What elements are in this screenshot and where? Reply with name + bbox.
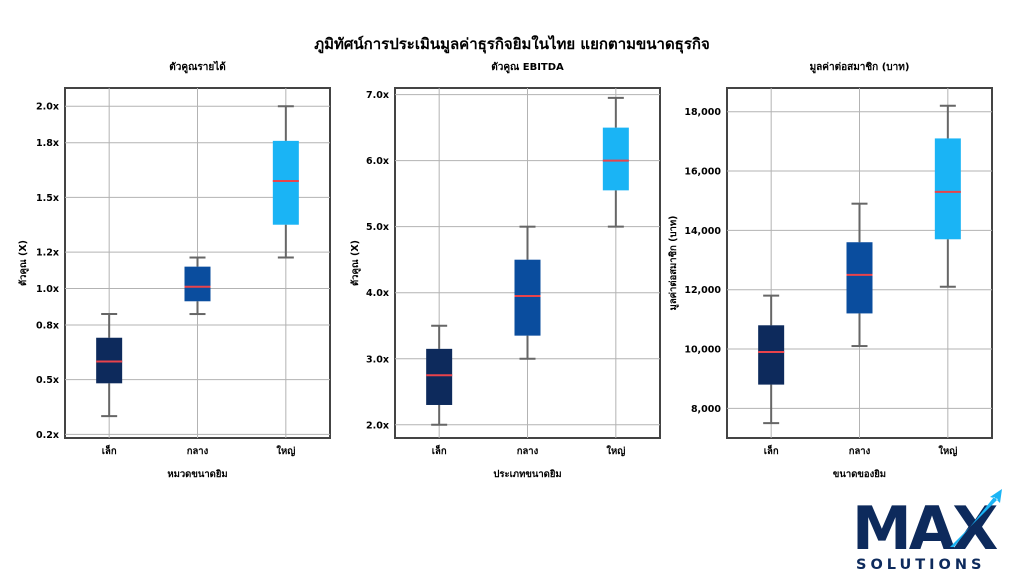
box-iqr xyxy=(846,242,873,314)
box-iqr xyxy=(758,325,785,385)
box-iqr xyxy=(514,259,541,336)
y-tick-label: 12,000 xyxy=(684,285,721,296)
x-tick-label: เล็ก xyxy=(764,444,779,457)
box-กลาง xyxy=(846,202,873,348)
x-tick-label: กลาง xyxy=(187,446,209,457)
y-axis-label: มูลค่าต่อสมาชิก (บาท) xyxy=(668,216,680,311)
y-tick-label: 0.5x xyxy=(36,375,59,386)
y-tick-label: 0.2x xyxy=(36,430,59,441)
y-tick-label: 18,000 xyxy=(684,107,721,118)
x-tick-label: กลาง xyxy=(849,446,871,457)
chart-title: มูลค่าต่อสมาชิก (บาท) xyxy=(810,61,910,74)
x-tick-label: เล็ก xyxy=(102,444,117,457)
x-tick-label: กลาง xyxy=(517,446,539,457)
chart-panel-1: 0.2x 0.5x 0.8x 1.0x 1.2x 1.5x 1.8x 2.0x เล็ก กลาง… xyxy=(18,60,331,480)
chart-title: ตัวคูณรายได้ xyxy=(169,60,225,74)
y-tick-label: 16,000 xyxy=(684,167,721,178)
y-tick-label: 1.8x xyxy=(36,138,59,149)
box-ใหญ่ xyxy=(934,104,961,288)
y-tick-label: 2.0x xyxy=(366,420,389,431)
y-tick-label: 10,000 xyxy=(684,345,721,356)
y-tick-label: 1.2x xyxy=(36,248,59,259)
logo-word: MAX xyxy=(852,494,998,564)
y-tick-label: 2.0x xyxy=(36,102,59,113)
y-axis-label: ตัวคูณ (X) xyxy=(350,240,362,286)
x-tick-label: ใหญ่ xyxy=(938,445,957,457)
x-axis-label: ประเภทขนาดยิม xyxy=(493,468,561,480)
x-axis-label: ขนาดของยิม xyxy=(833,469,886,480)
box-iqr xyxy=(272,140,299,225)
logo-arrow-icon xyxy=(950,489,1002,547)
y-tick-label: 5.0x xyxy=(366,222,389,233)
chart-panel-2: 2.0x 3.0x 4.0x 5.0x 6.0x 7.0x เล็ก กลาง ใหญ่ ตัวค… xyxy=(350,61,661,480)
y-tick-label: 7.0x xyxy=(366,90,389,101)
y-tick-label: 3.0x xyxy=(366,354,389,365)
box-กลาง xyxy=(184,256,211,316)
y-tick-label: 4.0x xyxy=(366,288,389,299)
chart-panel-3: 8,000 10,000 12,000 14,000 16,000 18,000 เล็ก ก… xyxy=(668,61,993,480)
main-title: ภูมิทัศน์การประเมินมูลค่าธุรกิจยิมในไทย … xyxy=(314,35,710,53)
y-tick-label: 14,000 xyxy=(684,226,721,237)
box-iqr xyxy=(184,266,211,302)
box-กลาง xyxy=(514,225,541,360)
y-tick-label: 1.0x xyxy=(36,284,59,295)
max-solutions-logo: MAX SOLUTIONS xyxy=(852,489,1002,573)
box-iqr xyxy=(602,127,629,191)
logo-sub: SOLUTIONS xyxy=(856,557,985,573)
chart-title: ตัวคูณ EBITDA xyxy=(491,61,564,74)
x-axis-label: หมวดขนาดยิม xyxy=(167,469,227,480)
box-iqr xyxy=(426,348,453,405)
x-tick-label: ใหญ่ xyxy=(276,445,295,457)
box-ใหญ่ xyxy=(272,105,299,259)
box-เล็ก xyxy=(426,324,453,426)
y-tick-label: 0.8x xyxy=(36,320,59,331)
box-เล็ก xyxy=(96,313,123,418)
box-ใหญ่ xyxy=(602,96,629,228)
x-tick-label: ใหญ่ xyxy=(606,445,625,457)
y-axis-label: ตัวคูณ (X) xyxy=(18,240,30,286)
y-tick-label: 1.5x xyxy=(36,193,59,204)
box-เล็ก xyxy=(758,294,785,425)
x-tick-label: เล็ก xyxy=(432,444,447,457)
y-tick-label: 6.0x xyxy=(366,156,389,167)
y-tick-label: 8,000 xyxy=(691,404,721,415)
box-iqr xyxy=(934,138,961,240)
